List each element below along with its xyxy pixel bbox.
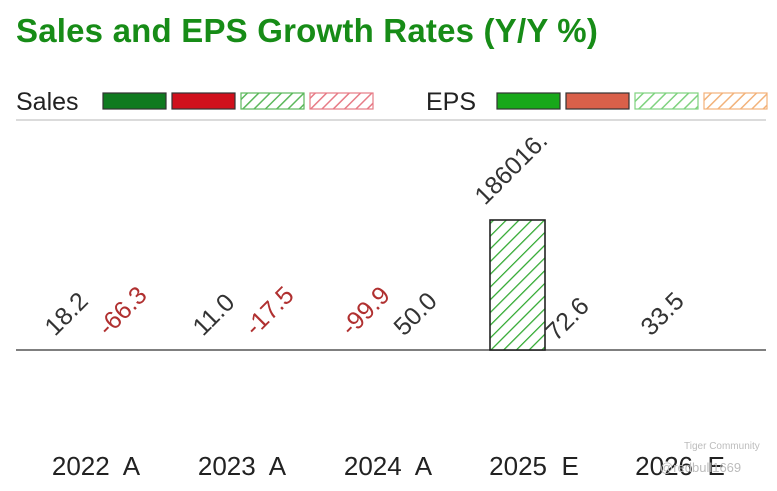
label-eps-2: 50.0 — [388, 287, 442, 341]
watermark-handle: @redbull1669 — [660, 460, 742, 475]
bar-sales-3 — [489, 219, 546, 351]
legend: Sales EPS — [16, 88, 768, 116]
legend-swatch-eps-actual-negative — [565, 92, 630, 110]
label-eps-1: -17.5 — [239, 281, 299, 341]
label-sales-2: -99.9 — [335, 281, 395, 341]
legend-swatch-sales-actual-positive — [102, 92, 167, 110]
legend-swatch-eps-actual-positive — [496, 92, 561, 110]
legend-swatch-eps-estimate-negative — [703, 92, 768, 110]
chart-title: Sales and EPS Growth Rates (Y/Y %) — [16, 12, 599, 49]
legend-eps-label: EPS — [426, 88, 476, 116]
label-sales-0: 18.2 — [39, 287, 93, 341]
x-tick-1: 2023 A — [198, 451, 287, 481]
x-tick-4: 2026 E — [635, 451, 725, 481]
legend-swatch-sales-estimate-positive — [240, 92, 305, 110]
x-tick-2: 2024 A — [344, 451, 433, 481]
data-labels: 18.2 11.0 -99.9 186016. 33.5 -66.3 -17.5 50.0 72… — [39, 127, 689, 347]
label-sales-4: 33.5 — [635, 287, 689, 341]
x-tick-3: 2025 E — [489, 451, 579, 481]
legend-swatch-sales-actual-negative — [171, 92, 236, 110]
bars — [489, 219, 546, 351]
legend-sales-label: Sales — [16, 88, 79, 116]
legend-swatch-sales-estimate-negative — [309, 92, 374, 110]
x-axis: 2022 A 2023 A 2024 A 2025 E 2026 E — [52, 451, 725, 481]
label-eps-3: 72.6 — [540, 292, 594, 346]
label-sales-1: 11.0 — [187, 288, 240, 341]
x-tick-0: 2022 A — [52, 451, 141, 481]
legend-swatch-eps-estimate-positive — [634, 92, 699, 110]
label-eps-0: -66.3 — [92, 281, 152, 341]
label-sales-3: 186016. — [469, 127, 553, 211]
watermark-brand: Tiger Community — [684, 441, 760, 452]
